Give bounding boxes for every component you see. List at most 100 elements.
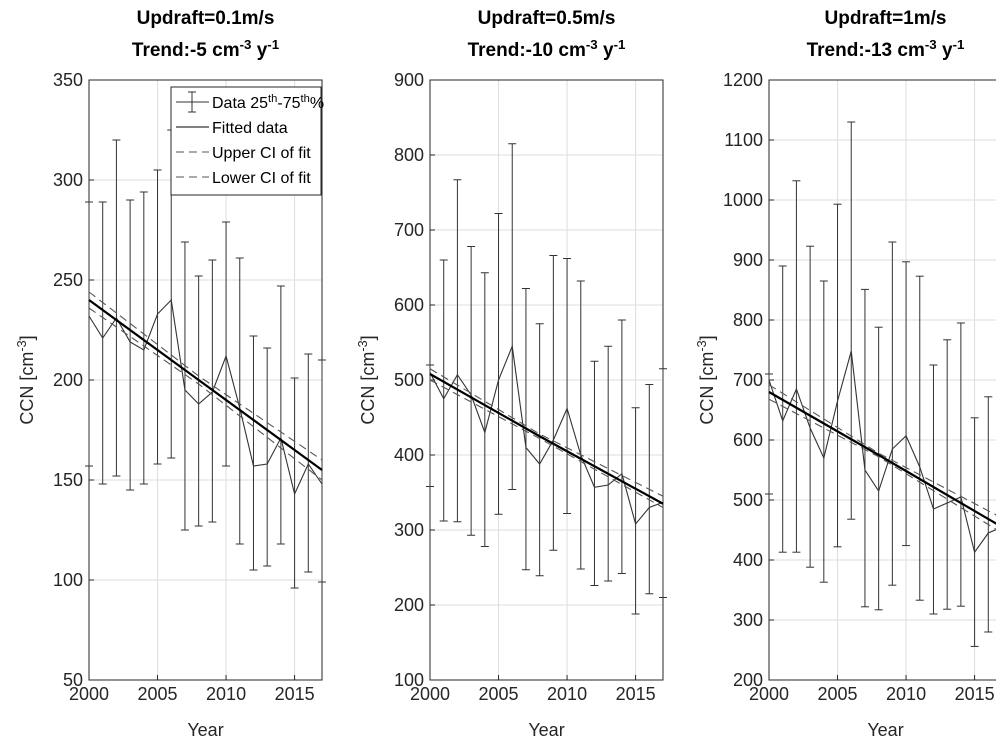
legend-label-part: Data 25 (212, 95, 268, 112)
error-bar (563, 258, 572, 514)
chart-subtitle-part: Trend:-10 cm (468, 40, 586, 61)
error-bar (318, 359, 326, 583)
error-bar (970, 417, 979, 647)
fit-line (88, 307, 323, 481)
error-bar (659, 368, 667, 598)
y-axis-label: CCN [cm-3] (356, 335, 378, 424)
legend-label-part: th (268, 93, 277, 105)
y-tick-label: 700 (733, 370, 763, 390)
error-bar (847, 121, 856, 520)
y-axis-label-part: -3 (15, 340, 29, 351)
chart-title: Updraft=1m/s (825, 8, 947, 29)
x-tick-label: 2005 (479, 684, 519, 704)
error-bar (778, 265, 787, 553)
chart-subtitle-part: -3 (925, 37, 937, 52)
y-tick-label: 700 (394, 220, 424, 240)
x-axis-label: Year (528, 720, 564, 740)
legend-label: Lower CI of fit (212, 170, 311, 187)
x-tick-label: 2010 (206, 684, 246, 704)
fit-line (429, 379, 664, 508)
chart-subtitle-part: -1 (953, 37, 965, 52)
legend-label: Fitted data (212, 120, 288, 137)
y-tick-label: 600 (733, 430, 763, 450)
error-bar (631, 407, 640, 615)
fit-line (768, 398, 996, 530)
error-bar (874, 326, 883, 611)
y-axis-label: CCN [cm-3] (15, 335, 37, 424)
error-bar (235, 257, 244, 545)
error-bar (98, 201, 107, 485)
y-tick-label: 200 (53, 370, 83, 390)
chart-subtitle: Trend:-10 cm-3 y-1 (468, 37, 626, 62)
x-tick-label: 2015 (275, 684, 315, 704)
error-bar (139, 191, 148, 485)
error-bar (792, 180, 801, 553)
error-bar (249, 335, 258, 571)
legend-label-part: th (301, 93, 310, 105)
error-bar (439, 259, 448, 522)
error-bar (453, 179, 462, 523)
chart-subtitle-part: y (251, 40, 267, 61)
y-tick-label: 100 (394, 670, 424, 690)
y-tick-label: 800 (733, 310, 763, 330)
chart-subtitle-part: Trend:-13 cm (807, 40, 925, 61)
y-tick-label: 250 (53, 270, 83, 290)
error-bar (819, 280, 828, 583)
data-line (88, 298, 323, 496)
error-bar (549, 255, 558, 551)
y-axis-label-part: -3 (356, 340, 370, 351)
error-bar (576, 280, 585, 570)
legend-label: Upper CI of fit (212, 145, 311, 162)
error-bar (833, 203, 842, 548)
error-bar (943, 339, 952, 610)
y-tick-label: 150 (53, 470, 83, 490)
error-bar (304, 353, 313, 573)
y-axis-label-part: ] (358, 335, 378, 340)
x-tick-label: 2010 (547, 684, 587, 704)
chart-subtitle-part: -1 (267, 37, 279, 52)
y-tick-label: 400 (394, 445, 424, 465)
y-axis-label-part: ] (697, 335, 717, 340)
y-tick-label: 300 (394, 520, 424, 540)
data-line (768, 351, 996, 554)
y-tick-label: 200 (733, 670, 763, 690)
error-bar (494, 213, 503, 515)
error-bar (194, 275, 203, 527)
x-tick-label: 2000 (410, 684, 450, 704)
chart-subtitle-part: -3 (240, 37, 252, 52)
y-tick-label: 900 (733, 250, 763, 270)
y-tick-label: 1000 (723, 190, 763, 210)
y-tick-label: 1200 (723, 70, 763, 90)
y-axis-label: CCN [cm-3] (695, 335, 717, 424)
y-tick-label: 1100 (724, 130, 763, 150)
error-bar (263, 347, 272, 567)
error-bar (902, 261, 911, 547)
chart-subtitle-part: -1 (614, 37, 626, 52)
error-bar (290, 377, 299, 589)
error-bar (153, 169, 162, 465)
y-axis-label-part: ] (17, 335, 37, 340)
legend-label: Data 25th-75th% (212, 93, 324, 112)
legend-label-part: -75 (277, 95, 300, 112)
error-bar (765, 373, 773, 495)
panel: 200 300 400 500 600 700 800 900 1000 1100 1200 2000… (723, 8, 996, 740)
error-bar (617, 319, 626, 574)
chart-title: Updraft=0.1m/s (137, 8, 275, 29)
chart-subtitle-part: y (937, 40, 953, 61)
fit-line (88, 291, 323, 461)
y-tick-label: 800 (394, 145, 424, 165)
chart-subtitle-part: Trend:-5 cm (132, 40, 240, 61)
legend-label-part: % (310, 95, 324, 112)
error-bar (604, 345, 613, 582)
fit-line (768, 391, 996, 525)
error-bar (984, 396, 993, 633)
x-tick-label: 2000 (749, 684, 789, 704)
y-tick-label: 300 (733, 610, 763, 630)
chart-subtitle: Trend:-13 cm-3 y-1 (807, 37, 965, 62)
y-tick-label: 600 (394, 295, 424, 315)
x-tick-label: 2010 (886, 684, 926, 704)
error-bar (85, 201, 93, 467)
fit-line (429, 373, 664, 505)
